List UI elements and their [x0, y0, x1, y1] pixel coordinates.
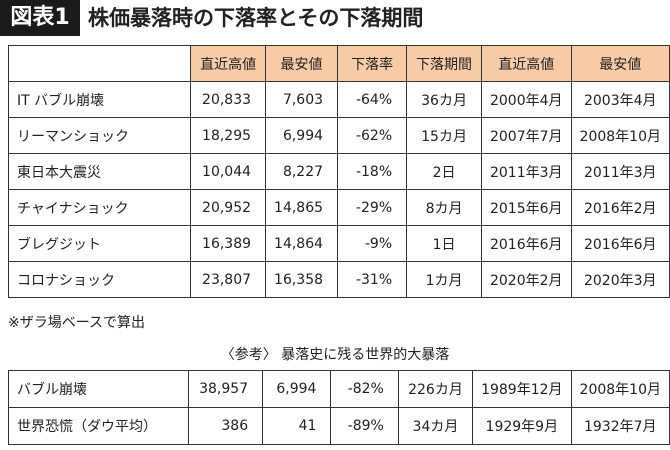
- cell: 2000年4月: [480, 81, 572, 118]
- note: ※ザラ場ベースで算出: [8, 315, 146, 331]
- cell: -31%: [337, 261, 408, 298]
- cell: 2020年3月: [570, 261, 670, 298]
- row: 世界恐慌（ダウ平均） 386 41 -89% 34カ月 1929年9月 1932年7月: [8, 407, 670, 445]
- cell: 8,227: [265, 153, 339, 190]
- cell: 2020年2月: [480, 261, 572, 298]
- cell: 2016年6月: [480, 225, 572, 262]
- cell: 2008年10月: [570, 117, 670, 154]
- reference-table: バブル崩壊 38,957 6,994 -82% 226カ月 1989年12月 2008年10…: [8, 370, 670, 445]
- row: リーマンショック 18,295 6,994 -62% 15カ月 2007年7月 2008年1…: [7, 117, 670, 154]
- reference-title: 〈参考〉 暴落史に残る世界的大暴落: [220, 347, 450, 363]
- main-table: 直近高値 最安値 下落率 下落期間 直近高値 最安値 IT バブル崩壊 20,833 7,603…: [7, 45, 670, 298]
- cell: 1989年12月: [472, 370, 572, 408]
- header-cell: 下落率: [337, 45, 408, 82]
- cell: 東日本大震災: [7, 153, 192, 190]
- cell: 8カ月: [406, 189, 482, 226]
- cell: 18,295: [190, 117, 267, 154]
- cell: 2011年3月: [570, 153, 670, 190]
- cell: 7,603: [265, 81, 339, 118]
- cell: 2003年4月: [570, 81, 670, 118]
- cell: 38,957: [187, 370, 264, 408]
- row: ブレグジット 16,389 14,864 -9% 1日 2016年6月 2016年6月: [7, 225, 670, 262]
- cell: 36カ月: [406, 81, 482, 118]
- cell: 1929年9月: [472, 407, 572, 445]
- cell: チャイナショック: [7, 189, 192, 226]
- row: チャイナショック 20,952 14,865 -29% 8カ月 2015年6月 2016年2…: [7, 189, 670, 226]
- header-cell: 直近高値: [190, 45, 267, 82]
- cell: 226カ月: [397, 370, 474, 408]
- cell: 20,952: [190, 189, 267, 226]
- cell: コロナショック: [7, 261, 192, 298]
- cell: -64%: [337, 81, 408, 118]
- cell: 16,389: [190, 225, 267, 262]
- title: 株価暴落時の下落率とその下落期間: [88, 6, 424, 30]
- cell: -62%: [337, 117, 408, 154]
- cell: 20,833: [190, 81, 267, 118]
- cell: 6,994: [262, 370, 332, 408]
- header-row: 直近高値 最安値 下落率 下落期間 直近高値 最安値: [7, 45, 670, 82]
- header-cell: [7, 45, 192, 82]
- cell: 15カ月: [406, 117, 482, 154]
- cell: 1カ月: [406, 261, 482, 298]
- cell: 2007年7月: [480, 117, 572, 154]
- cell: -82%: [330, 370, 399, 408]
- cell: リーマンショック: [7, 117, 192, 154]
- cell: 386: [187, 407, 264, 445]
- cell: 1932年7月: [570, 407, 670, 445]
- cell: -18%: [337, 153, 408, 190]
- cell: IT バブル崩壊: [7, 81, 192, 118]
- cell: -89%: [330, 407, 399, 445]
- cell: 10,044: [190, 153, 267, 190]
- row: バブル崩壊 38,957 6,994 -82% 226カ月 1989年12月 2008年10…: [8, 370, 670, 408]
- cell: 14,864: [265, 225, 339, 262]
- cell: 6,994: [265, 117, 339, 154]
- header-cell: 最安値: [570, 45, 670, 82]
- header-cell: 最安値: [265, 45, 339, 82]
- header-cell: 直近高値: [480, 45, 572, 82]
- cell: 2015年6月: [480, 189, 572, 226]
- cell: 2011年3月: [480, 153, 572, 190]
- cell: 1日: [406, 225, 482, 262]
- cell: 34カ月: [397, 407, 474, 445]
- cell: -9%: [337, 225, 408, 262]
- cell: 2日: [406, 153, 482, 190]
- cell: バブル崩壊: [8, 370, 189, 408]
- cell: 23,807: [190, 261, 267, 298]
- cell: 14,865: [265, 189, 339, 226]
- cell: ブレグジット: [7, 225, 192, 262]
- row: 東日本大震災 10,044 8,227 -18% 2日 2011年3月 2011年3月: [7, 153, 670, 190]
- cell: -29%: [337, 189, 408, 226]
- cell: 41: [262, 407, 332, 445]
- cell: 世界恐慌（ダウ平均）: [8, 407, 189, 445]
- badge: 図表1: [0, 0, 80, 36]
- cell: 16,358: [265, 261, 339, 298]
- cell: 2016年2月: [570, 189, 670, 226]
- row: コロナショック 23,807 16,358 -31% 1カ月 2020年2月 2020年3月: [7, 261, 670, 298]
- cell: 2008年10月: [570, 370, 670, 408]
- row: IT バブル崩壊 20,833 7,603 -64% 36カ月 2000年4月 2003年4…: [7, 81, 670, 118]
- header-cell: 下落期間: [406, 45, 482, 82]
- cell: 2016年6月: [570, 225, 670, 262]
